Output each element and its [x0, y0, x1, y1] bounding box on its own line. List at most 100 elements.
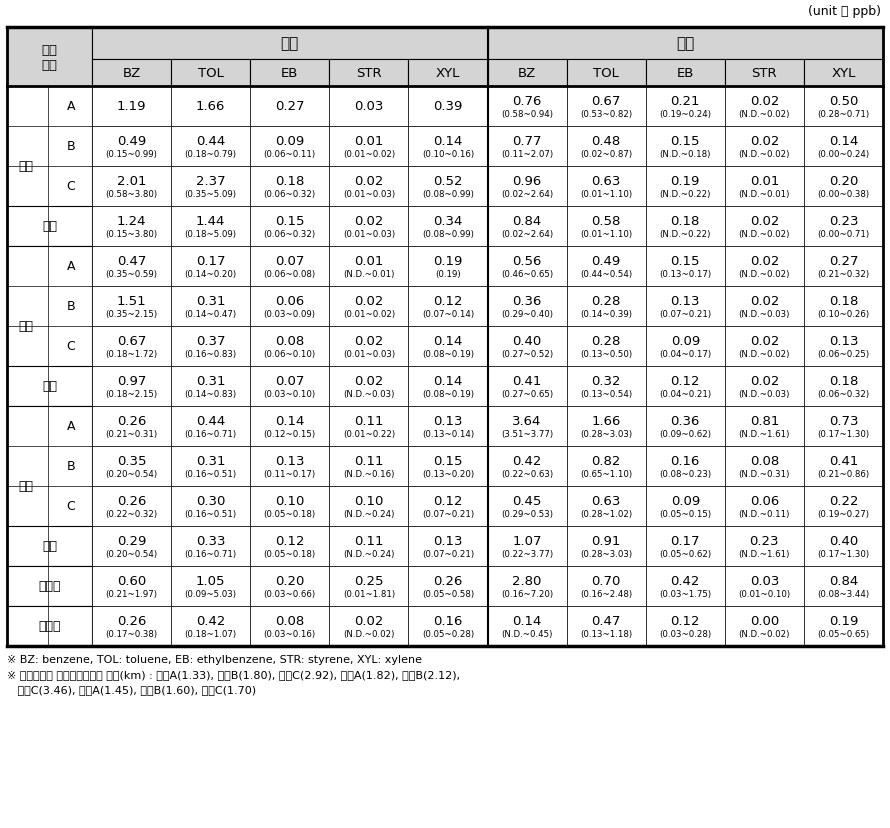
- Bar: [92, 166, 171, 207]
- Text: (0.17~0.38): (0.17~0.38): [106, 629, 158, 638]
- Text: 평균: 평균: [42, 540, 57, 553]
- Text: 0.41: 0.41: [829, 455, 858, 467]
- Bar: [724, 166, 804, 207]
- Bar: [329, 326, 409, 367]
- Text: 0.16: 0.16: [433, 614, 463, 627]
- Bar: [724, 286, 804, 326]
- Text: 0.14: 0.14: [433, 135, 463, 147]
- Text: C: C: [67, 500, 75, 513]
- Bar: [409, 527, 488, 566]
- Text: 0.84: 0.84: [513, 214, 542, 228]
- Text: 가을: 가을: [676, 36, 694, 51]
- Text: 0.15: 0.15: [670, 135, 700, 147]
- Text: 0.11: 0.11: [354, 414, 384, 427]
- Text: 평균: 평균: [42, 220, 57, 233]
- Bar: [329, 446, 409, 486]
- Bar: [804, 407, 883, 446]
- Text: 0.30: 0.30: [196, 494, 225, 508]
- Bar: [567, 446, 646, 486]
- Text: (0.06~0.10): (0.06~0.10): [263, 349, 316, 359]
- Text: (0.05~0.18): (0.05~0.18): [263, 549, 316, 558]
- Bar: [804, 207, 883, 247]
- Text: 0.14: 0.14: [275, 414, 304, 427]
- Bar: [92, 407, 171, 446]
- Text: 0.49: 0.49: [117, 135, 146, 147]
- Text: 0.76: 0.76: [513, 94, 542, 108]
- Text: (0.22~3.77): (0.22~3.77): [501, 549, 553, 558]
- Text: 0.48: 0.48: [592, 135, 621, 147]
- Bar: [329, 247, 409, 286]
- Text: (0.00~0.71): (0.00~0.71): [817, 229, 870, 238]
- Bar: [488, 367, 567, 407]
- Text: (N.D.~0.02): (N.D.~0.02): [739, 349, 790, 359]
- Text: 0.02: 0.02: [354, 614, 384, 627]
- Bar: [646, 486, 724, 527]
- Text: 3.64: 3.64: [513, 414, 542, 427]
- Text: TOL: TOL: [594, 67, 619, 80]
- Text: (0.53~0.82): (0.53~0.82): [580, 109, 632, 118]
- Bar: [488, 326, 567, 367]
- Text: 0.01: 0.01: [354, 135, 384, 147]
- Bar: [724, 606, 804, 646]
- Bar: [567, 566, 646, 606]
- Text: (0.27~0.52): (0.27~0.52): [501, 349, 553, 359]
- Bar: [250, 326, 329, 367]
- Text: (0.16~0.51): (0.16~0.51): [184, 469, 237, 478]
- Bar: [409, 486, 488, 527]
- Bar: [646, 606, 724, 646]
- Bar: [724, 207, 804, 247]
- Text: 0.96: 0.96: [513, 175, 542, 188]
- Bar: [646, 207, 724, 247]
- Bar: [92, 527, 171, 566]
- Bar: [646, 247, 724, 286]
- Text: 2.37: 2.37: [196, 175, 225, 188]
- Bar: [7, 28, 883, 646]
- Text: 0.09: 0.09: [275, 135, 304, 147]
- Text: 0.02: 0.02: [354, 374, 384, 388]
- Bar: [250, 60, 329, 87]
- Text: (0.16~0.71): (0.16~0.71): [184, 429, 237, 438]
- Text: (0.27~0.65): (0.27~0.65): [501, 389, 553, 398]
- Bar: [409, 606, 488, 646]
- Bar: [92, 247, 171, 286]
- Text: (0.22~0.32): (0.22~0.32): [106, 509, 158, 518]
- Text: (0.08~0.19): (0.08~0.19): [422, 389, 474, 398]
- Bar: [724, 87, 804, 127]
- Text: 0.19: 0.19: [670, 175, 700, 188]
- Bar: [804, 60, 883, 87]
- Text: 0.06: 0.06: [275, 295, 304, 307]
- Bar: [7, 367, 92, 407]
- Bar: [724, 527, 804, 566]
- Bar: [329, 286, 409, 326]
- Text: 0.12: 0.12: [670, 374, 700, 388]
- Text: (0.03~0.66): (0.03~0.66): [263, 589, 316, 598]
- Text: 0.37: 0.37: [196, 335, 225, 348]
- Bar: [7, 407, 92, 566]
- Bar: [488, 407, 567, 446]
- Text: 0.06: 0.06: [749, 494, 779, 508]
- Text: 1.05: 1.05: [196, 574, 225, 587]
- Text: 0.00: 0.00: [749, 614, 779, 627]
- Text: 0.07: 0.07: [275, 254, 304, 267]
- Text: (0.21~0.31): (0.21~0.31): [106, 429, 158, 438]
- Text: 0.49: 0.49: [592, 254, 621, 267]
- Bar: [646, 367, 724, 407]
- Text: (0.05~0.18): (0.05~0.18): [263, 509, 316, 518]
- Bar: [488, 606, 567, 646]
- Text: 0.17: 0.17: [196, 254, 225, 267]
- Text: (0.01~1.10): (0.01~1.10): [580, 190, 632, 199]
- Text: 0.28: 0.28: [592, 295, 621, 307]
- Text: 0.02: 0.02: [354, 295, 384, 307]
- Text: (N.D.~0.24): (N.D.~0.24): [344, 509, 394, 518]
- Text: 0.29: 0.29: [117, 534, 146, 547]
- Text: (N.D.~0.01): (N.D.~0.01): [739, 190, 790, 199]
- Bar: [171, 527, 250, 566]
- Bar: [804, 166, 883, 207]
- Text: 0.42: 0.42: [196, 614, 225, 627]
- Text: TOL: TOL: [198, 67, 223, 80]
- Text: (0.06~0.25): (0.06~0.25): [817, 349, 870, 359]
- Text: (N.D.~0.16): (N.D.~0.16): [344, 469, 394, 478]
- Bar: [804, 127, 883, 166]
- Text: C: C: [67, 340, 75, 353]
- Text: (0.14~0.39): (0.14~0.39): [580, 310, 632, 318]
